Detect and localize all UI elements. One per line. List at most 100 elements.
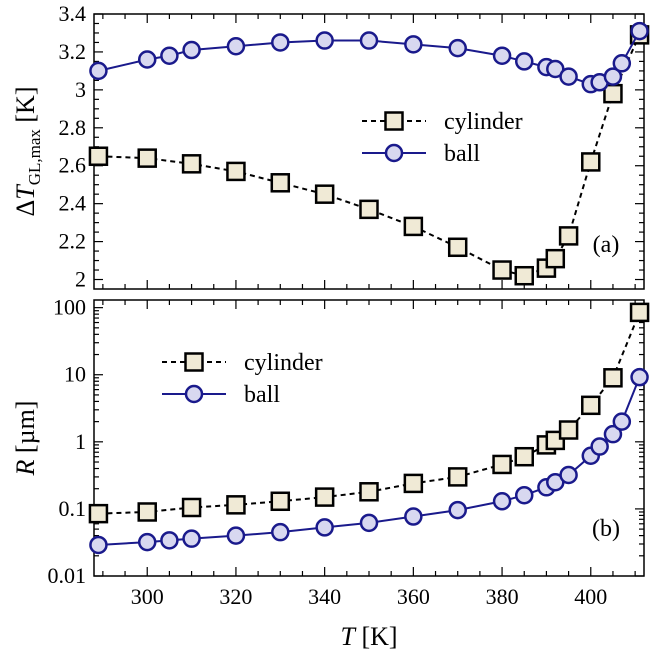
- cylinder-point: [403, 216, 424, 237]
- y-axis-label: R [µm]: [11, 401, 40, 477]
- cylinder-point: [581, 395, 601, 416]
- legend-ball-point: [384, 143, 404, 163]
- ball-point: [448, 38, 467, 58]
- ball-point: [271, 522, 290, 542]
- ball-point: [271, 33, 290, 52]
- legend-cylinder-label: cylinder: [444, 109, 523, 135]
- y-tick-label: 1: [75, 429, 86, 454]
- ball-point: [514, 485, 534, 505]
- ball-point: [404, 507, 423, 526]
- ball-point: [359, 513, 379, 533]
- x-tick-label: 400: [574, 584, 607, 609]
- ball-point: [612, 54, 632, 73]
- ball-point: [182, 40, 201, 60]
- cylinder-point: [359, 482, 379, 502]
- cylinder-point: [226, 161, 246, 182]
- cylinder-point: [403, 473, 424, 494]
- ball-point: [546, 59, 565, 79]
- panel-tag: (b): [592, 516, 620, 542]
- y-tick-label: 100: [53, 295, 86, 320]
- cylinder-point: [270, 491, 291, 512]
- y-tick-label: 2.4: [59, 191, 87, 216]
- panel-a-plot: 2 2.2 2.4 2.6 2.8 3 3.2 3.4 cylinder ball (a) ΔTGL,…: [11, 1, 650, 292]
- y-axis-unit: [K]: [11, 87, 40, 130]
- cylinder-point: [603, 368, 623, 388]
- cylinder-point: [558, 420, 579, 440]
- x-tick-label: 320: [219, 584, 252, 609]
- cylinder-point: [270, 173, 291, 193]
- panel-tag: (a): [593, 232, 620, 258]
- y-tick-label: 10: [64, 362, 86, 387]
- cylinder-point: [88, 503, 109, 524]
- ball-point: [603, 67, 623, 86]
- cylinder-point: [226, 495, 246, 515]
- cylinder-point: [629, 302, 650, 323]
- cylinder-point: [514, 446, 534, 467]
- x-axis-symbol: T: [340, 622, 356, 651]
- cylinder-point: [447, 237, 468, 258]
- ball-point: [492, 492, 512, 511]
- ball-point: [315, 31, 334, 50]
- cylinder-point: [447, 467, 468, 487]
- ball-point: [89, 61, 108, 81]
- cylinder-point: [181, 497, 202, 518]
- y-axis-label: ΔTGL,max [K]: [11, 87, 44, 217]
- y-tick-label: 3.4: [59, 1, 87, 26]
- y-tick-label: 0.1: [59, 496, 87, 521]
- legend-cylinder-label: cylinder: [244, 350, 323, 376]
- ball-point: [160, 46, 179, 65]
- ball-point: [160, 531, 179, 550]
- ball-point: [89, 535, 108, 555]
- y-axis-delta: Δ: [11, 200, 40, 217]
- x-axis-unit: [K]: [355, 622, 398, 651]
- ball-point: [137, 532, 157, 552]
- ball-point: [359, 31, 379, 50]
- ball-point: [404, 35, 423, 54]
- ball-point: [137, 50, 157, 69]
- y-axis-symbol: T: [11, 184, 40, 200]
- cylinder-point: [314, 184, 335, 204]
- y-tick-label: 3: [75, 77, 86, 102]
- y-tick-label: 2: [75, 267, 86, 292]
- cylinder-point: [492, 454, 512, 475]
- cylinder-point: [492, 260, 512, 280]
- ball-point: [612, 412, 632, 431]
- y-axis-subscript: GL,max: [25, 129, 44, 186]
- y-tick-label: 0.01: [48, 563, 87, 588]
- cylinder-point: [137, 502, 157, 522]
- y-tick-label: 2.2: [59, 229, 87, 254]
- x-tick-label: 380: [486, 584, 519, 609]
- ball-point: [559, 67, 578, 86]
- x-axis-label: T [K]: [340, 622, 397, 651]
- legend-ball-label: ball: [444, 141, 480, 167]
- ball-point: [226, 36, 246, 56]
- cylinder-point: [558, 226, 579, 246]
- ball-point: [492, 46, 512, 65]
- ball-point: [603, 424, 623, 444]
- x-tick-label: 300: [131, 584, 164, 609]
- cylinder-point: [314, 487, 335, 507]
- ball-point: [590, 437, 609, 456]
- y-axis-unit: [µm]: [11, 401, 40, 460]
- x-tick-label: 340: [308, 584, 341, 609]
- cylinder-point: [581, 152, 601, 172]
- cylinder-point: [359, 199, 379, 220]
- y-tick-label: 2.6: [59, 153, 87, 178]
- panel-b-plot: 0.01 0.1 1 10 100 300 320 340 360 380 400 cylinder b…: [11, 295, 650, 651]
- legend-cylinder-point: [384, 111, 404, 131]
- cylinder-point: [514, 265, 534, 286]
- legend-ball-point: [184, 384, 204, 404]
- legend: cylinder ball: [362, 109, 523, 167]
- cylinder-point: [88, 146, 109, 166]
- ball-point: [559, 465, 578, 485]
- y-tick-label: 2.8: [59, 115, 87, 140]
- cylinder-point: [137, 148, 157, 168]
- x-tick-label: 360: [397, 584, 430, 609]
- ball-point: [315, 518, 334, 537]
- legend-cylinder-point: [184, 352, 204, 372]
- ball-point: [630, 21, 649, 41]
- legend: cylinder ball: [162, 350, 323, 408]
- ball-point: [514, 52, 534, 71]
- legend-ball-label: ball: [244, 382, 280, 408]
- ball-point: [226, 526, 246, 545]
